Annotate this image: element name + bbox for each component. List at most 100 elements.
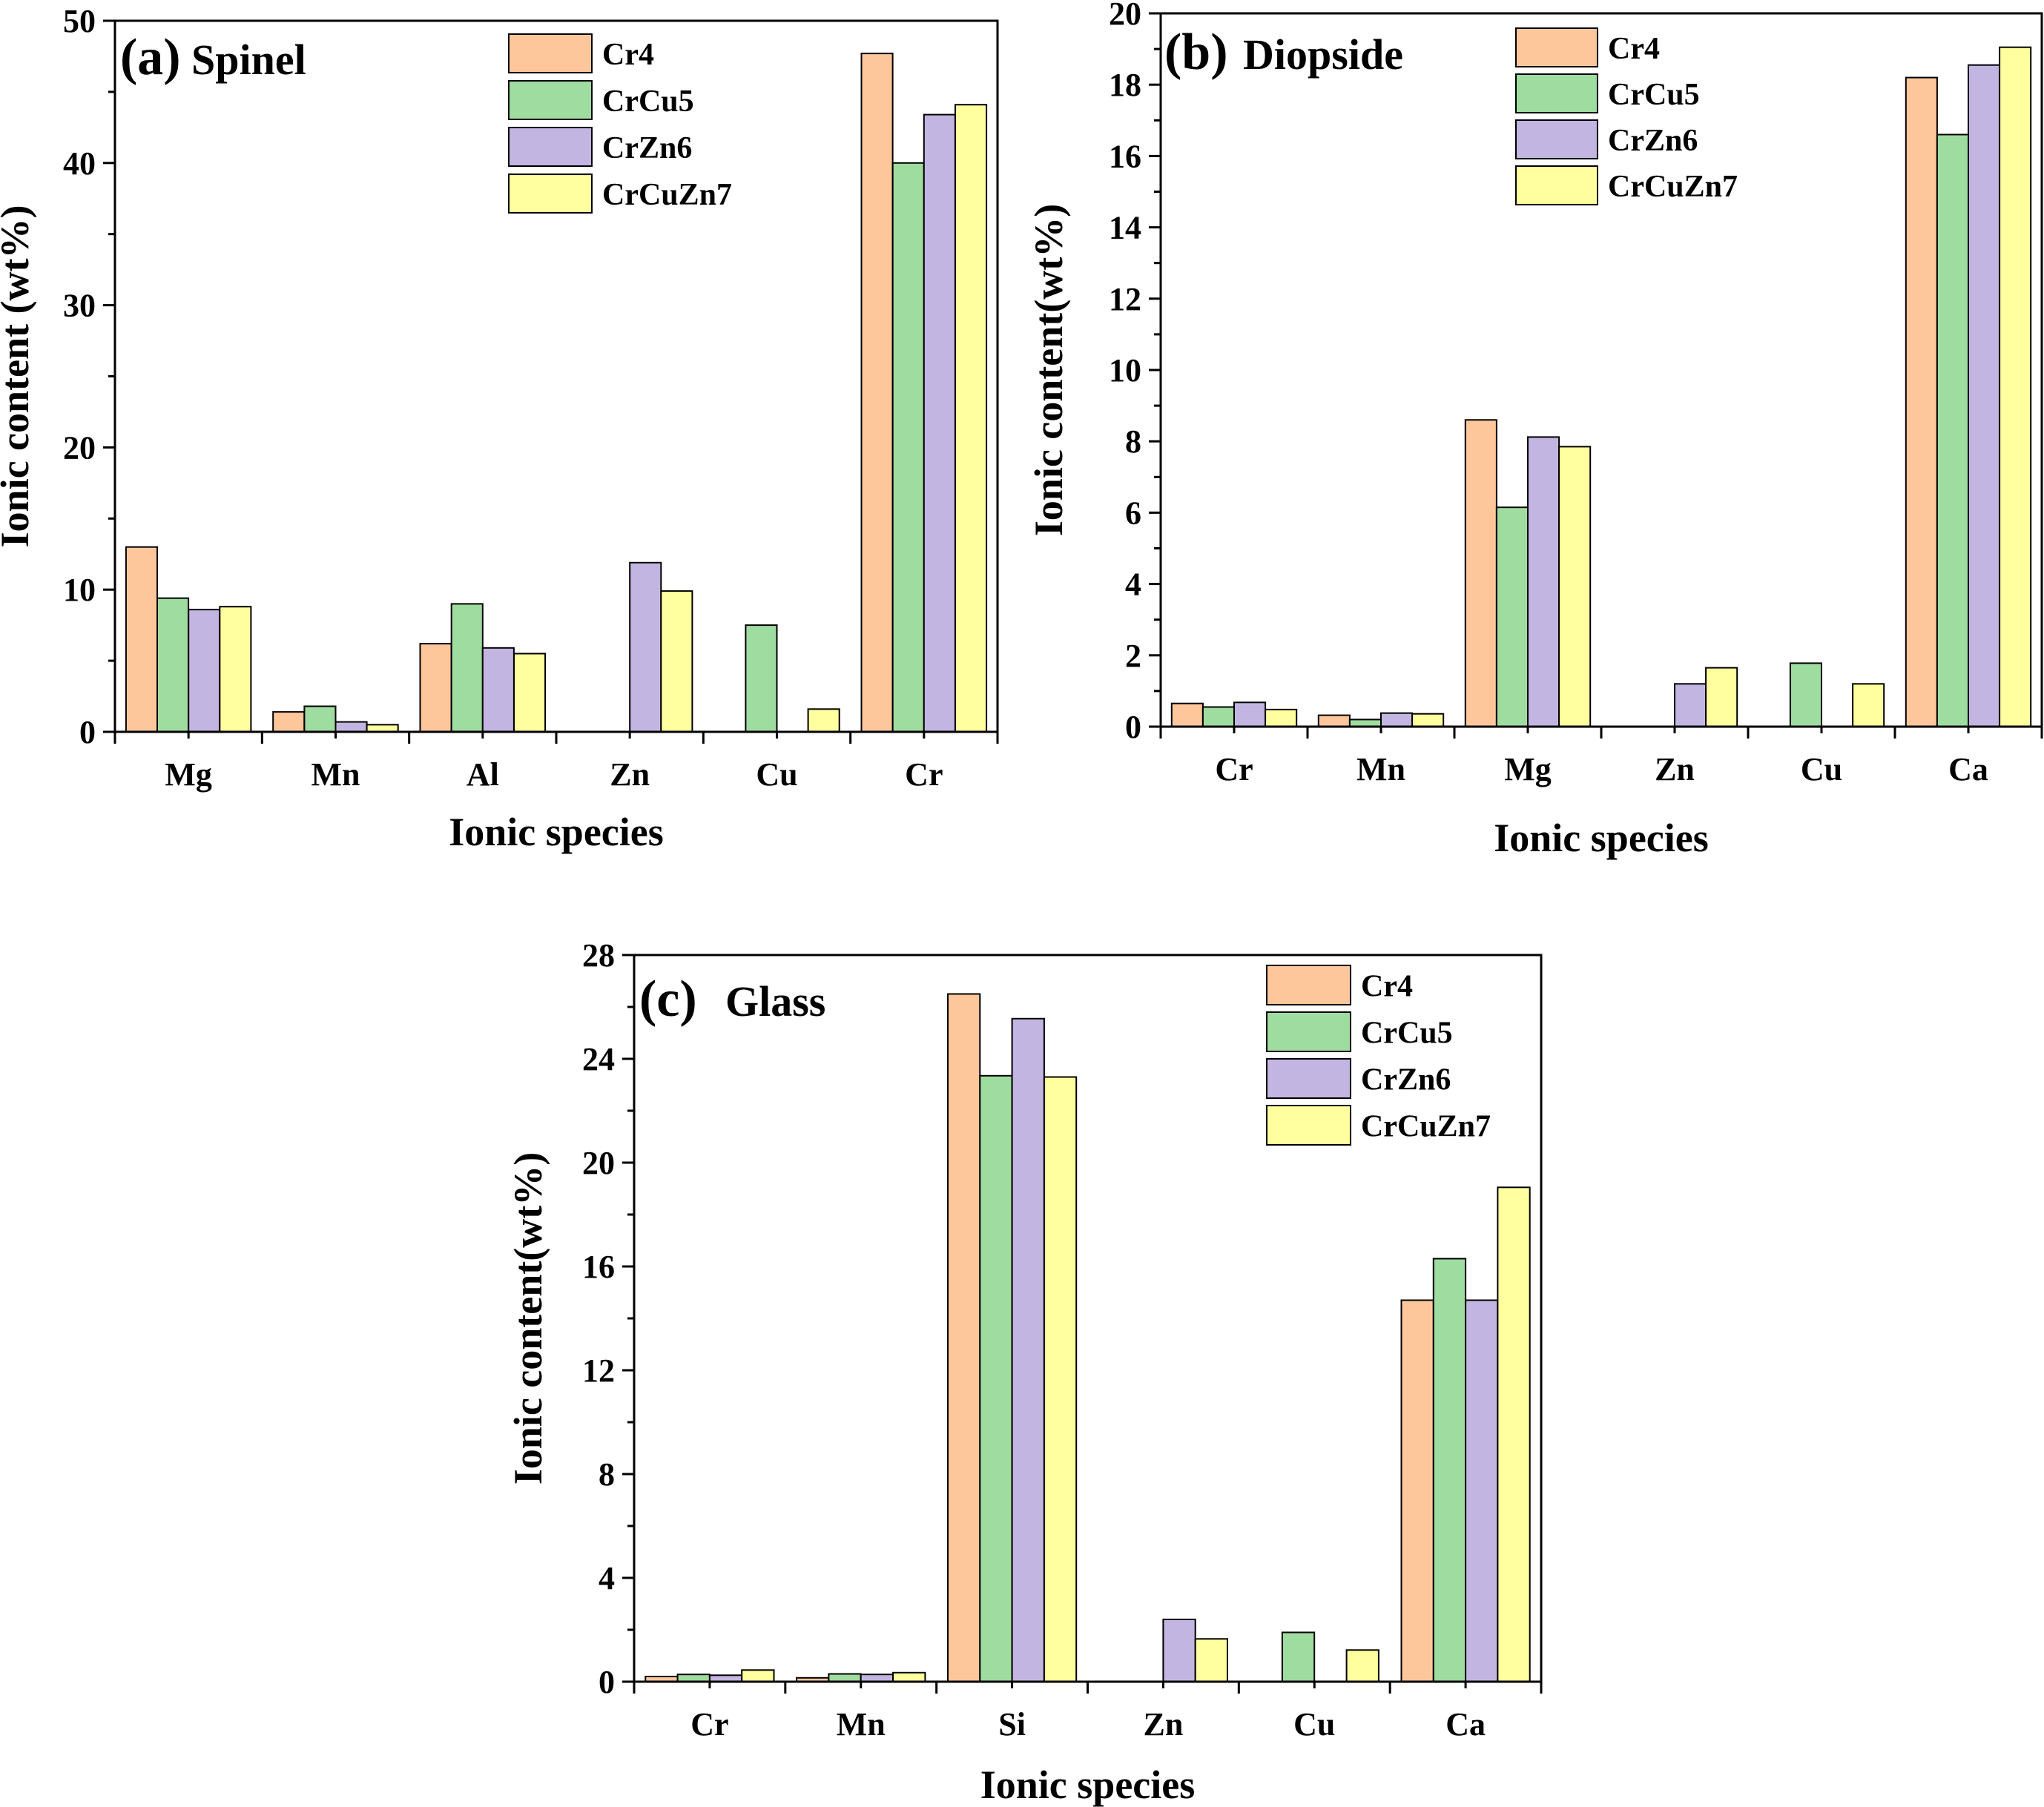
bar-crcu5-si [979, 1074, 1013, 1683]
x-tick-label: Ca [1445, 1706, 1486, 1742]
legend-swatch [1266, 1058, 1351, 1099]
panel-tag: (b) [1164, 24, 1228, 81]
chart-panel-2: 0 4 8 12 16 20 24 28 Cr Mn Si Zn Cu Ca Ionic species Io… [506, 937, 1543, 1807]
legend: Cr4 CrCu5 CrZn6 CrCuZn7 [508, 33, 732, 214]
bar-cr4-si [947, 993, 981, 1682]
bar-crzn6-mn [334, 721, 368, 733]
y-tick-label: 2 [1125, 638, 1141, 674]
legend-label: Cr4 [1361, 970, 1413, 1004]
bar-cr4-ca [1400, 1299, 1434, 1682]
x-tick-label: Ca [1948, 751, 1988, 787]
bar-crzn6-mg [1527, 436, 1560, 728]
legend-label: CrCuZn7 [1361, 1110, 1491, 1144]
bar-crcuzn7-cu [1345, 1649, 1379, 1683]
bar-crcu5-mg [156, 597, 190, 733]
bar-crzn6-ca [1968, 64, 2001, 727]
y-tick-label: 12 [1109, 281, 1141, 317]
legend-swatch [1266, 965, 1351, 1005]
y-axis-title: Ionic content(wt%) [506, 1152, 550, 1484]
x-axis-title: Ionic species [1494, 816, 1709, 860]
x-axis-title: Ionic species [449, 810, 664, 854]
bar-cr4-mg [125, 546, 158, 733]
bar-crzn6-cr [1233, 701, 1267, 727]
legend-swatch [508, 174, 593, 214]
bar-crzn6-si [1011, 1017, 1045, 1683]
bar-crcuzn7-mg [1558, 446, 1592, 728]
x-tick-label: Cr [905, 756, 943, 793]
y-tick-label: 8 [599, 1456, 615, 1493]
legend-swatch [1515, 119, 1598, 159]
y-tick-label: 18 [1109, 67, 1141, 103]
bar-crcuzn7-zn [1705, 667, 1738, 727]
legend-label: CrZn6 [602, 131, 692, 165]
bar-cr4-ca [1905, 76, 1938, 728]
bar-crcuzn7-al [513, 653, 547, 733]
x-tick-label: Zn [1655, 751, 1695, 787]
y-axis-title: Ionic content(wt%) [1026, 204, 1071, 536]
x-tick-label: Zn [610, 756, 650, 793]
x-tick-label: Zn [1144, 1706, 1184, 1742]
panel-name: Spinel [191, 36, 306, 84]
y-tick-label: 0 [1125, 709, 1141, 745]
legend-label: CrCuZn7 [602, 178, 732, 212]
legend-label: Cr4 [1608, 32, 1660, 66]
chart-panel-0: 0 10 20 30 40 50 Mg Mn Al Zn Cu Cr Ionic species Ioni… [0, 3, 999, 854]
bar-crcuzn7-cu [807, 708, 840, 733]
bar-crzn6-mg [188, 609, 221, 733]
legend-swatch [1515, 73, 1598, 113]
bar-crzn6-zn [629, 561, 662, 733]
panel-tag: (c) [639, 971, 697, 1028]
y-tick-label: 10 [63, 572, 96, 608]
bar-crcuzn7-zn [1194, 1638, 1228, 1683]
legend-swatch [508, 127, 593, 167]
legend-label: Cr4 [602, 38, 654, 72]
bar-crzn6-zn [1162, 1619, 1196, 1682]
bar-crcuzn7-ca [1497, 1186, 1531, 1683]
panel-tag: (a) [120, 29, 181, 86]
bar-crcuzn7-si [1043, 1076, 1078, 1682]
bar-cr4-mn [272, 711, 306, 733]
y-tick-label: 16 [582, 1249, 615, 1285]
x-tick-label: Mg [1504, 751, 1552, 787]
y-tick-label: 20 [582, 1145, 615, 1181]
bar-crzn6-al [481, 647, 515, 733]
x-tick-label: Cu [1293, 1706, 1335, 1742]
legend-swatch [508, 80, 593, 120]
legend-label: CrCu5 [1608, 78, 1700, 112]
legend-swatch [1266, 1105, 1351, 1146]
bar-crcuzn7-cr [741, 1669, 775, 1683]
bar-crcu5-mn [303, 705, 337, 733]
x-tick-label: Mg [165, 756, 212, 793]
x-tick-label: Cu [1801, 751, 1842, 787]
y-tick-label: 14 [1109, 210, 1141, 246]
legend-label: CrZn6 [1361, 1063, 1451, 1097]
x-tick-label: Si [998, 1706, 1026, 1742]
x-tick-label: Cr [690, 1706, 728, 1742]
x-tick-label: Mn [1356, 751, 1405, 787]
y-tick-label: 20 [63, 429, 96, 466]
x-tick-label: Mn [311, 756, 360, 793]
y-tick-label: 20 [1109, 0, 1141, 32]
y-tick-label: 30 [63, 288, 96, 324]
legend-label: CrCu5 [602, 85, 694, 119]
y-tick-label: 10 [1109, 352, 1141, 389]
panel-name: Diopside [1243, 30, 1403, 79]
x-tick-label: Al [467, 756, 499, 793]
bar-crcu5-mn [828, 1673, 862, 1682]
bar-crcu5-ca [1432, 1258, 1467, 1682]
bar-crcu5-cu [745, 624, 778, 733]
bar-cr4-al [419, 643, 452, 733]
bar-crcuzn7-mg [219, 606, 252, 733]
bar-cr4-cr [1170, 702, 1204, 728]
bar-cr4-cr [860, 53, 894, 733]
y-tick-label: 16 [1109, 138, 1141, 174]
legend-swatch [508, 33, 593, 73]
legend-label: CrCu5 [1361, 1017, 1453, 1051]
bar-crcuzn7-mn [1411, 713, 1445, 728]
panel-name: Glass [725, 977, 825, 1025]
legend: Cr4 CrCu5 CrZn6 CrCuZn7 [1515, 27, 1738, 205]
bar-crcuzn7-zn [660, 590, 693, 733]
y-tick-label: 28 [582, 937, 615, 974]
y-tick-label: 0 [79, 714, 96, 750]
